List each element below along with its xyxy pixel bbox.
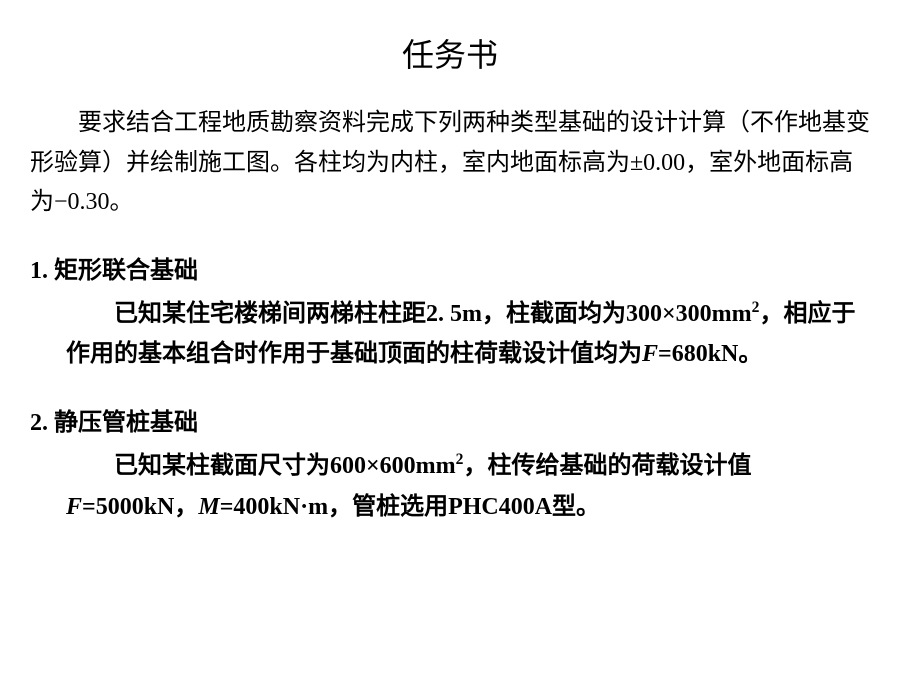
section1-body: 已知某住宅楼梯间两梯柱柱距2. 5m，柱截面均为300×300mm2，相应于作用… <box>30 294 870 376</box>
section1-heading: 1. 矩形联合基础 <box>30 251 870 292</box>
section2-heading: 2. 静压管桩基础 <box>30 403 870 444</box>
section2-body: 已知某柱截面尺寸为600×600mm2，柱传给基础的荷载设计值F=5000kN，… <box>30 446 870 528</box>
intro-paragraph: 要求结合工程地质勘察资料完成下列两种类型基础的设计计算（不作地基变形验算）并绘制… <box>30 104 870 223</box>
document-title: 任务书 <box>30 30 870 76</box>
document-page: 任务书 要求结合工程地质勘察资料完成下列两种类型基础的设计计算（不作地基变形验算… <box>0 0 920 586</box>
